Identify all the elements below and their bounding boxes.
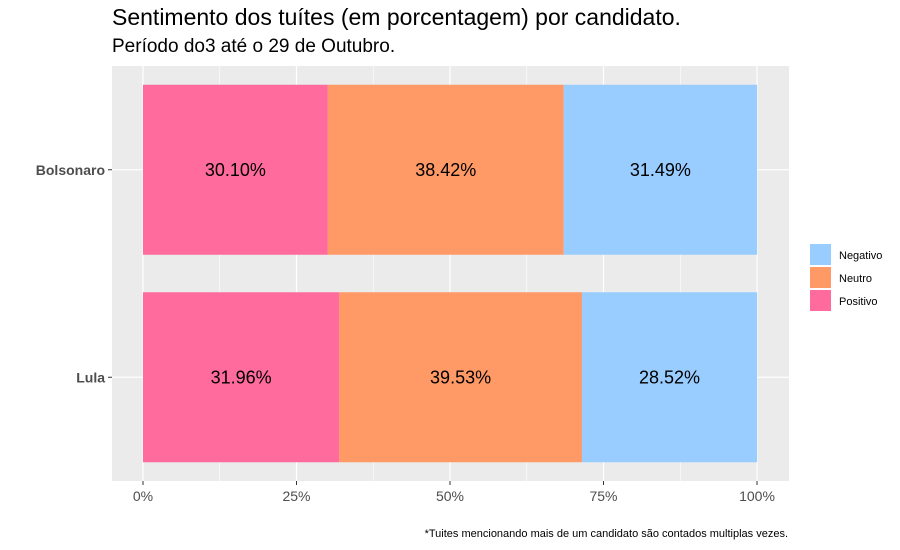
- bar-segment-negativo-lula: [581, 292, 758, 463]
- legend-label: Neutro: [839, 273, 872, 285]
- y-tick-label: Lula: [76, 369, 105, 385]
- x-tick-label: 100%: [739, 488, 775, 504]
- x-tick-label: 50%: [436, 488, 464, 504]
- bar-value-label: 38.42%: [415, 160, 476, 180]
- x-tick-label: 75%: [589, 488, 617, 504]
- legend: Negativo Neutro Positivo: [810, 244, 882, 311]
- chart-subtitle: Período do3 até o 29 de Outubro.: [112, 36, 396, 57]
- bar-labels: 30.10% 38.42% 31.49% 31.96% 39.53% 28.52%: [205, 160, 700, 388]
- y-tick-label: Bolsonaro: [36, 162, 105, 178]
- bar-segment-negativo-bolsonaro: [563, 84, 758, 255]
- bar-segment-positivo-bolsonaro: [143, 84, 328, 255]
- bar-value-label: 39.53%: [430, 367, 491, 387]
- bar-value-label: 31.96%: [211, 367, 272, 387]
- legend-key-negativo: [810, 244, 831, 265]
- legend-label: Positivo: [839, 296, 878, 308]
- y-axis: Bolsonaro Lula: [36, 162, 112, 385]
- chart-title: Sentimento dos tuítes (em porcentagem) p…: [112, 4, 681, 30]
- bar-value-label: 30.10%: [205, 160, 266, 180]
- x-tick-label: 0%: [133, 488, 153, 504]
- x-tick-label: 25%: [282, 488, 310, 504]
- bar-value-label: 31.49%: [630, 160, 691, 180]
- bar-segment-positivo-lula: [143, 292, 340, 463]
- chart-caption: *Tuites mencionando mais de um candidato…: [424, 528, 788, 540]
- legend-key-positivo: [810, 290, 831, 311]
- bar-value-label: 28.52%: [639, 367, 700, 387]
- bar-segment-neutro-bolsonaro: [327, 84, 564, 255]
- bar-segment-neutro-lula: [339, 292, 582, 463]
- x-axis: 0% 25% 50% 75% 100%: [133, 481, 775, 504]
- legend-label: Negativo: [839, 250, 882, 262]
- bars: [143, 84, 758, 463]
- legend-key-neutro: [810, 267, 831, 288]
